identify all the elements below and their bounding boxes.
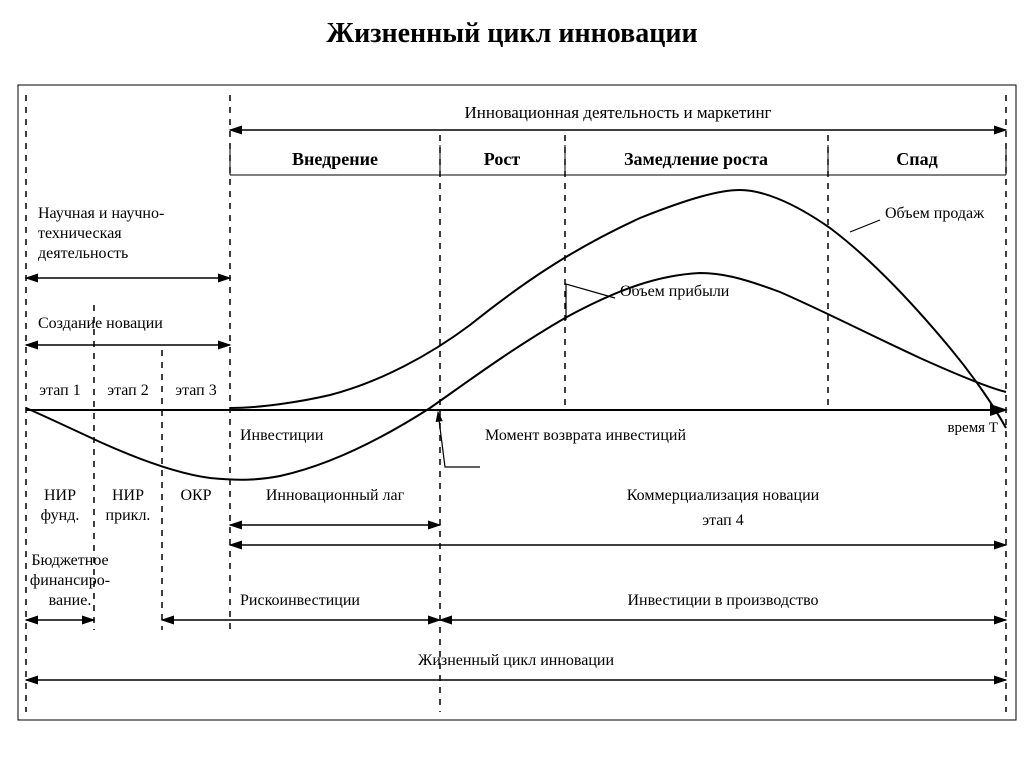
label-budget-3: вание. <box>49 592 92 609</box>
label-prod-invest: Инвестиции в производство <box>627 592 818 609</box>
frame <box>18 85 1016 720</box>
label-risk: Рискоинвестиции <box>240 592 360 609</box>
label-stage1: этап 1 <box>39 382 81 399</box>
label-investments: Инвестиции <box>240 427 324 444</box>
label-budget-2: финансиро- <box>30 572 110 589</box>
label-nir-fund-1: НИР <box>44 487 76 504</box>
label-phase-4: Спад <box>896 149 937 169</box>
curve-profit <box>26 273 1006 480</box>
label-budget-1: Бюджетное <box>31 552 108 569</box>
label-phase-3: Замедление роста <box>624 149 768 169</box>
label-top-span: Инновационная деятельность и маркетинг <box>464 103 771 122</box>
diagram-container: Жизненный цикл инновации Инновационная д… <box>0 0 1024 767</box>
leader-return <box>438 412 480 467</box>
label-phase-2: Рост <box>484 149 521 169</box>
label-nir-prikl-2: прикл. <box>106 507 151 524</box>
label-time: время T <box>947 420 998 436</box>
label-profit-volume: Объем прибыли <box>620 283 730 300</box>
label-nir-prikl-1: НИР <box>112 487 144 504</box>
lifecycle-diagram: Инновационная деятельность и маркетинг В… <box>0 0 1024 767</box>
label-stage2: этап 2 <box>107 382 149 399</box>
leader-sales <box>850 220 880 232</box>
label-stage4: этап 4 <box>702 512 744 529</box>
curve-sales <box>230 190 1006 428</box>
label-science-3: деятельность <box>38 245 128 262</box>
label-commerc: Коммерциализация новации <box>627 487 820 504</box>
label-stage3: этап 3 <box>175 382 217 399</box>
label-okr: ОКР <box>180 487 211 504</box>
label-sales-volume: Объем продаж <box>885 205 985 222</box>
label-science-2: техническая <box>38 225 122 242</box>
label-lifecycle: Жизненный цикл инновации <box>418 652 614 669</box>
label-nir-fund-2: фунд. <box>41 507 80 524</box>
label-science-1: Научная и научно- <box>38 205 164 222</box>
label-return: Момент возврата инвестиций <box>485 427 686 444</box>
label-innov-lag: Инновационный лаг <box>266 487 405 504</box>
label-creation: Создание новации <box>38 315 163 332</box>
label-phase-1: Внедрение <box>292 149 378 169</box>
